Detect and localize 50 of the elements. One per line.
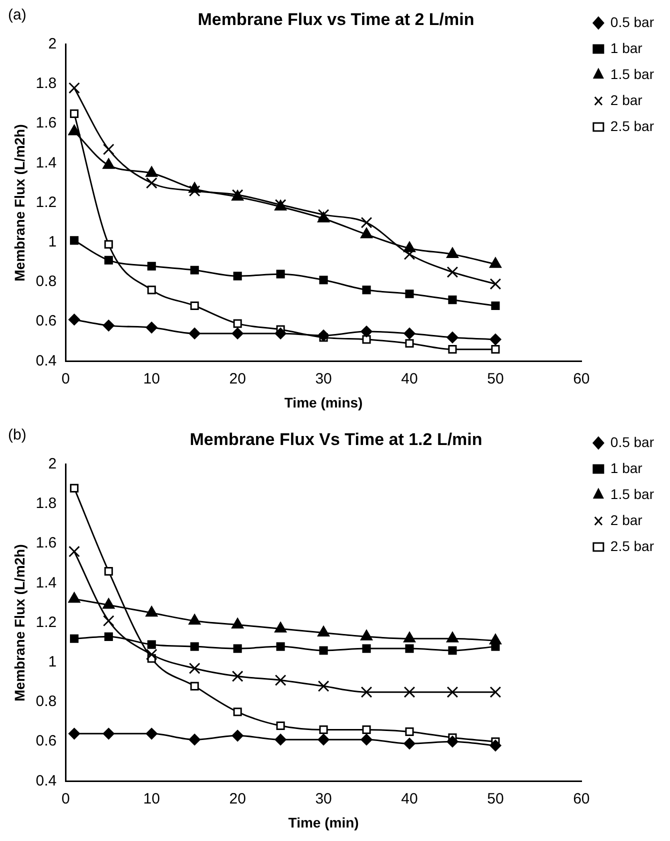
legend-label: 1.5 bar xyxy=(610,486,654,502)
y-tick-label: 1.2 xyxy=(36,194,57,211)
legend-label: 1.5 bar xyxy=(610,66,654,82)
y-tick-label: 0.4 xyxy=(36,352,57,370)
x-tick-label: 60 xyxy=(573,790,590,808)
x-axis-title: Time (min) xyxy=(288,814,359,830)
x-tick-label: 0 xyxy=(61,370,70,388)
y-axis-title: Membrane Flux (L/m2h) xyxy=(11,544,28,702)
y-tick-label: 0.4 xyxy=(36,772,57,790)
x-tick-label: 30 xyxy=(315,790,332,808)
y-tick-label: 1.8 xyxy=(36,495,57,512)
x-axis-title: Time (mins) xyxy=(284,394,363,410)
text: (a) xyxy=(8,6,26,24)
legend-label: 0.5 bar xyxy=(610,434,654,450)
x-tick-label: 20 xyxy=(229,370,246,388)
y-tick-label: 0.8 xyxy=(36,273,57,290)
y-tick-label: 1.2 xyxy=(36,614,57,631)
chart-title: Membrane Flux Vs Time at 1.2 L/min xyxy=(190,430,482,449)
y-axis-title: Membrane Flux (L/m2h) xyxy=(11,124,28,282)
legend-label: 2.5 bar xyxy=(610,538,654,554)
legend-label: 2 bar xyxy=(610,512,643,528)
legend-label: 2.5 bar xyxy=(610,118,654,134)
y-tick-label: 1.6 xyxy=(36,534,57,552)
legend-label: 0.5 bar xyxy=(610,14,654,30)
x-tick-label: 20 xyxy=(229,790,246,808)
legend-label: 2 bar xyxy=(610,92,643,108)
y-tick-label: 2 xyxy=(48,456,57,473)
y-tick-label: 0.8 xyxy=(36,693,57,710)
x-tick-label: 50 xyxy=(487,370,504,388)
x-tick-label: 10 xyxy=(143,790,160,808)
y-tick-label: 2 xyxy=(48,36,57,53)
x-tick-label: 60 xyxy=(573,370,590,388)
chart-title: Membrane Flux vs Time at 2 L/min xyxy=(198,10,474,29)
y-tick-label: 1.4 xyxy=(36,154,57,172)
x-tick-label: 40 xyxy=(401,370,418,388)
legend-label: 1 bar xyxy=(610,460,643,476)
y-tick-label: 1.8 xyxy=(36,75,57,92)
y-tick-label: 1.6 xyxy=(36,114,57,132)
x-tick-label: 50 xyxy=(487,790,504,808)
y-tick-label: 1.4 xyxy=(36,574,57,592)
x-tick-label: 30 xyxy=(315,370,332,388)
x-tick-label: 40 xyxy=(401,790,418,808)
x-tick-label: 0 xyxy=(61,790,70,808)
x-tick-label: 10 xyxy=(143,370,160,388)
legend-label: 1 bar xyxy=(610,40,643,56)
y-tick-label: 0.6 xyxy=(36,732,57,750)
y-tick-label: 1 xyxy=(48,234,57,251)
y-tick-label: 1 xyxy=(48,654,57,671)
y-tick-label: 0.6 xyxy=(36,312,57,330)
text: (b) xyxy=(8,426,26,444)
